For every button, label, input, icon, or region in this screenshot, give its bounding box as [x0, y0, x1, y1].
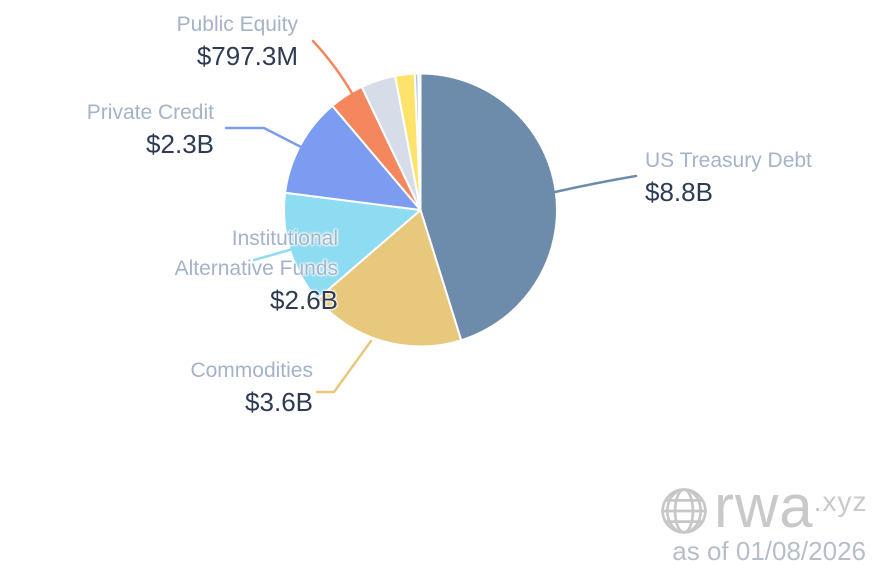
leader-lines: [224, 39, 638, 394]
callout-institutional-alternative-funds-label: Institutional Alternative Funds: [174, 227, 338, 280]
globe-icon: [661, 488, 707, 534]
callout-institutional-alternative-funds-value: $2.6B: [270, 285, 338, 315]
pie-slice-us-treasury-debt[interactable]: [419, 72, 558, 342]
callout-public-equity-value: $797.3M: [196, 41, 298, 71]
callout-public-equity-label: Public Equity: [176, 13, 298, 36]
leader-line-commodities: [315, 339, 373, 394]
callout-institutional-alternative-funds: Institutional Alternative Funds $2.6B: [146, 224, 338, 317]
leader-line-institutional-alternative-funds: [252, 238, 327, 262]
leader-line-us-treasury-debt: [553, 174, 638, 194]
callout-private-credit-label: Private Credit: [86, 101, 214, 124]
pie-slices: [283, 72, 558, 348]
as-of-date: as of 01/08/2026: [672, 536, 866, 566]
rwa-xyz-logo[interactable]: rwa .xyz: [659, 473, 868, 540]
callout-commodities: Commodities $3.6B: [190, 356, 313, 419]
callout-commodities-value: $3.6B: [245, 387, 313, 417]
pie-slice-private-credit[interactable]: [284, 104, 422, 211]
callout-us-treasury-debt: US Treasury Debt $8.8B: [645, 146, 812, 209]
pie-slice-unlabeled-8[interactable]: [417, 72, 422, 211]
callout-private-credit-value: $2.3B: [146, 129, 214, 159]
callout-us-treasury-debt-value: $8.8B: [645, 177, 713, 207]
brand-name: rwa: [714, 473, 814, 540]
callout-public-equity: Public Equity $797.3M: [177, 10, 298, 73]
callout-commodities-label: Commodities: [190, 359, 313, 382]
leader-line-public-equity: [311, 39, 356, 99]
callout-us-treasury-debt-label: US Treasury Debt: [645, 149, 812, 172]
brand-domain-suffix: .xyz: [813, 486, 868, 517]
callout-private-credit: Private Credit $2.3B: [87, 98, 214, 161]
pie-slice-commodities[interactable]: [316, 209, 463, 348]
leader-line-private-credit: [224, 126, 305, 150]
